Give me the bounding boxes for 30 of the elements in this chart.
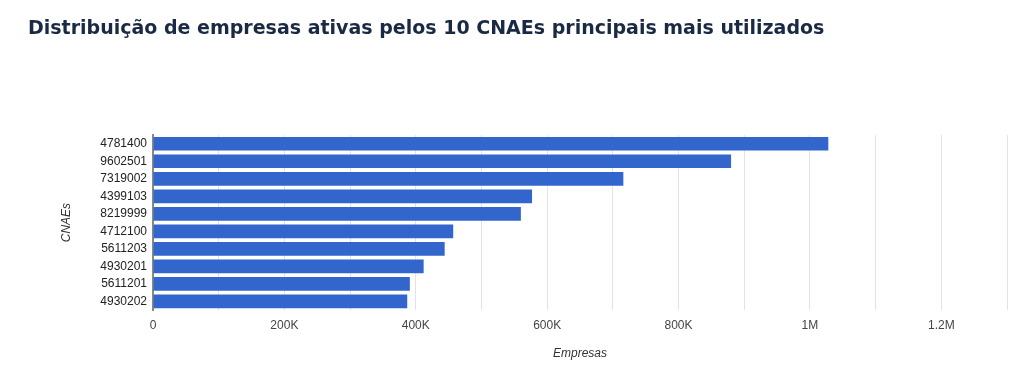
bar [153, 277, 410, 291]
x-axis-title: Empresas [552, 346, 608, 361]
y-tick-label: 5611203 [101, 241, 148, 256]
x-tick-label: 0 [149, 317, 157, 332]
x-tick-label: 1.2M [927, 317, 955, 332]
y-tick-label: 4712100 [100, 223, 148, 238]
x-tick-label: 200K [270, 317, 299, 332]
y-axis-title: CNAEs [58, 202, 73, 243]
y-tick-label: 4930202 [100, 293, 148, 308]
bar [153, 189, 533, 204]
x-tick-label: 600K [533, 317, 562, 332]
y-tick-label: 4781400 [100, 136, 148, 151]
chart-title: Distribuição de empresas ativas pelos 10 CNAEs principais mais utilizados [28, 16, 825, 38]
y-tick-label: 5611201 [101, 276, 148, 291]
bar [153, 259, 424, 274]
bar [153, 154, 732, 169]
bar [153, 171, 624, 186]
y-tick-label: 4399103 [100, 188, 148, 203]
x-tick-label: 800K [664, 317, 693, 332]
y-tick-label: 9602501 [100, 153, 148, 168]
bar [153, 136, 829, 151]
bar [153, 207, 521, 221]
x-tick-label: 400K [401, 317, 430, 332]
bar [153, 242, 445, 256]
y-tick-label: 4930201 [100, 258, 148, 273]
y-tick-label: 8219999 [100, 206, 148, 221]
y-tick-label: 7319002 [100, 171, 148, 186]
bar [153, 294, 408, 309]
x-tick-label: 1M [801, 317, 819, 332]
bar [153, 224, 454, 239]
